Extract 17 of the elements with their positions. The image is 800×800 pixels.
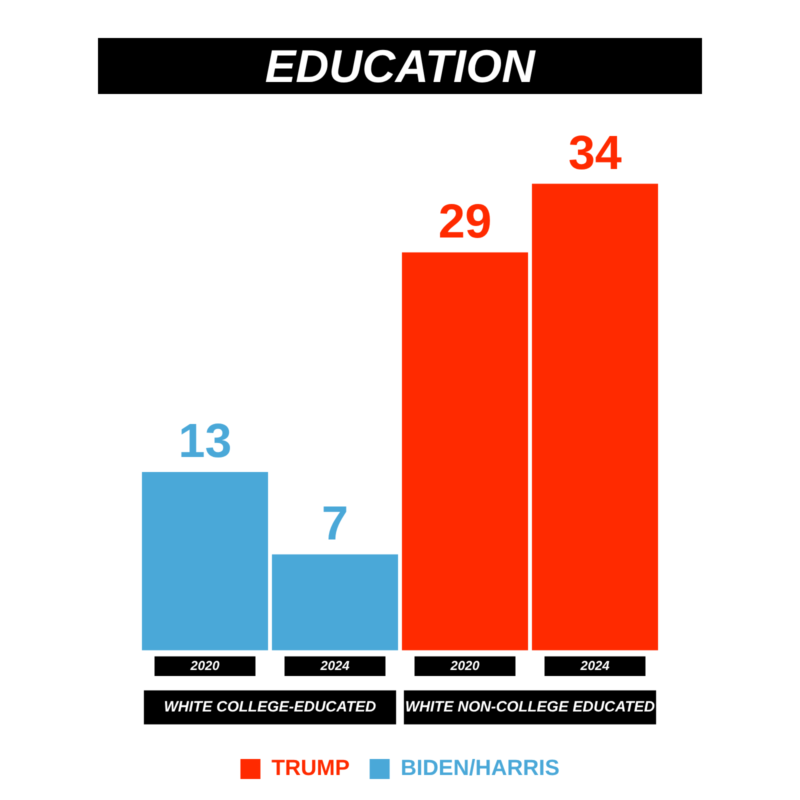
x-tick-label: 2020 bbox=[450, 658, 480, 673]
x-tick-label: 2024 bbox=[580, 658, 610, 673]
text: WHITE COLLEGE-EDUCATED bbox=[164, 698, 376, 716]
text: WHITE NON-COLLEGE EDUCATED bbox=[405, 698, 656, 716]
data-label: 34 bbox=[568, 126, 622, 180]
data-label: 7 bbox=[322, 498, 348, 551]
x-tick-label: 2020 bbox=[190, 658, 220, 673]
bar bbox=[402, 252, 528, 650]
chart-title: EDUCATION bbox=[98, 38, 702, 94]
data-label: 29 bbox=[438, 196, 492, 249]
bar bbox=[142, 472, 268, 650]
bar bbox=[272, 554, 398, 650]
bar bbox=[532, 184, 658, 650]
legend-label: BIDEN/HARRIS bbox=[400, 755, 560, 780]
x-tick-label: 2024 bbox=[320, 658, 350, 673]
legend-label: TRUMP bbox=[271, 755, 350, 780]
data-label: 13 bbox=[178, 415, 232, 468]
